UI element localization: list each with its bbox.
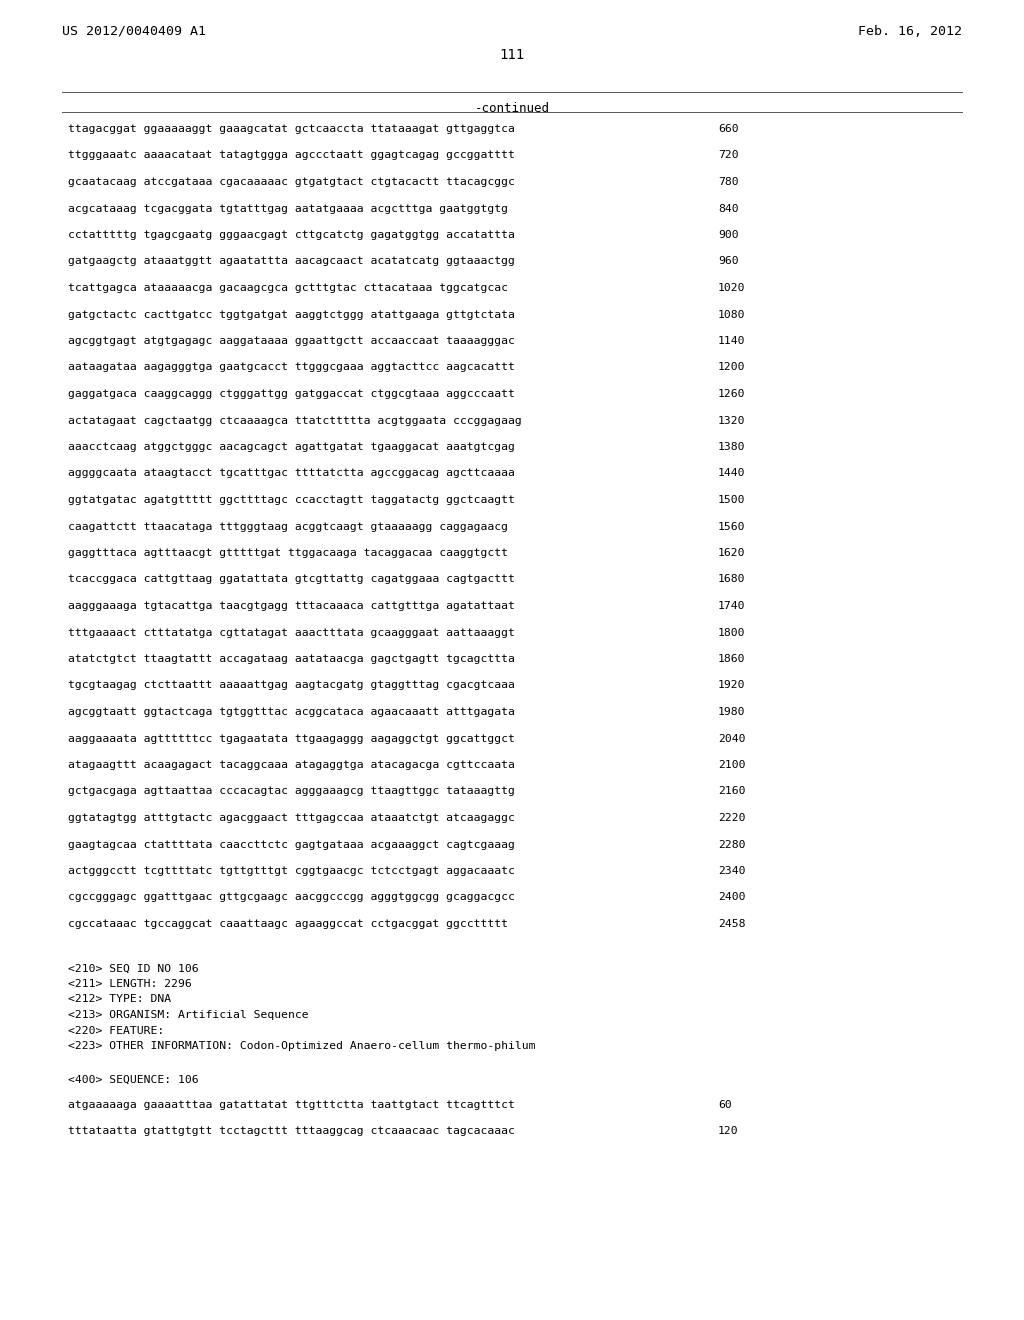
Text: 1320: 1320 bbox=[718, 416, 745, 425]
Text: -continued: -continued bbox=[474, 102, 550, 115]
Text: cgccataaac tgccaggcat caaattaagc agaaggccat cctgacggat ggccttttt: cgccataaac tgccaggcat caaattaagc agaaggc… bbox=[68, 919, 508, 929]
Text: atagaagttt acaagagact tacaggcaaa atagaggtga atacagacga cgttccaata: atagaagttt acaagagact tacaggcaaa atagagg… bbox=[68, 760, 515, 770]
Text: ttagacggat ggaaaaaggt gaaagcatat gctcaaccta ttataaagat gttgaggtca: ttagacggat ggaaaaaggt gaaagcatat gctcaac… bbox=[68, 124, 515, 135]
Text: 1020: 1020 bbox=[718, 282, 745, 293]
Text: 2280: 2280 bbox=[718, 840, 745, 850]
Text: 960: 960 bbox=[718, 256, 738, 267]
Text: 1680: 1680 bbox=[718, 574, 745, 585]
Text: ttgggaaatc aaaacataat tatagtggga agccctaatt ggagtcagag gccggatttt: ttgggaaatc aaaacataat tatagtggga agcccta… bbox=[68, 150, 515, 161]
Text: actgggcctt tcgttttatc tgttgtttgt cggtgaacgc tctcctgagt aggacaaatc: actgggcctt tcgttttatc tgttgtttgt cggtgaa… bbox=[68, 866, 515, 876]
Text: ggtatagtgg atttgtactc agacggaact tttgagccaa ataaatctgt atcaagaggc: ggtatagtgg atttgtactc agacggaact tttgagc… bbox=[68, 813, 515, 822]
Text: <213> ORGANISM: Artificial Sequence: <213> ORGANISM: Artificial Sequence bbox=[68, 1010, 308, 1020]
Text: cgccgggagc ggatttgaac gttgcgaagc aacggcccgg agggtggcgg gcaggacgcc: cgccgggagc ggatttgaac gttgcgaagc aacggcc… bbox=[68, 892, 515, 903]
Text: 111: 111 bbox=[500, 48, 524, 62]
Text: aaggaaaata agttttttcc tgagaatata ttgaagaggg aagaggctgt ggcattggct: aaggaaaata agttttttcc tgagaatata ttgaaga… bbox=[68, 734, 515, 743]
Text: 120: 120 bbox=[718, 1126, 738, 1137]
Text: US 2012/0040409 A1: US 2012/0040409 A1 bbox=[62, 25, 206, 38]
Text: 2458: 2458 bbox=[718, 919, 745, 929]
Text: Feb. 16, 2012: Feb. 16, 2012 bbox=[858, 25, 962, 38]
Text: 720: 720 bbox=[718, 150, 738, 161]
Text: agcggtaatt ggtactcaga tgtggtttac acggcataca agaacaaatt atttgagata: agcggtaatt ggtactcaga tgtggtttac acggcat… bbox=[68, 708, 515, 717]
Text: 1980: 1980 bbox=[718, 708, 745, 717]
Text: gatgaagctg ataaatggtt agaatattta aacagcaact acatatcatg ggtaaactgg: gatgaagctg ataaatggtt agaatattta aacagca… bbox=[68, 256, 515, 267]
Text: caagattctt ttaacataga tttgggtaag acggtcaagt gtaaaaagg caggagaacg: caagattctt ttaacataga tttgggtaag acggtca… bbox=[68, 521, 508, 532]
Text: tttataatta gtattgtgtt tcctagcttt tttaaggcag ctcaaacaac tagcacaaac: tttataatta gtattgtgtt tcctagcttt tttaagg… bbox=[68, 1126, 515, 1137]
Text: 1740: 1740 bbox=[718, 601, 745, 611]
Text: 2220: 2220 bbox=[718, 813, 745, 822]
Text: aggggcaata ataagtacct tgcatttgac ttttatctta agccggacag agcttcaaaa: aggggcaata ataagtacct tgcatttgac ttttatc… bbox=[68, 469, 515, 479]
Text: <223> OTHER INFORMATION: Codon-Optimized Anaero-cellum thermo-philum: <223> OTHER INFORMATION: Codon-Optimized… bbox=[68, 1041, 536, 1051]
Text: <211> LENGTH: 2296: <211> LENGTH: 2296 bbox=[68, 979, 191, 989]
Text: 1800: 1800 bbox=[718, 627, 745, 638]
Text: gaagtagcaa ctattttata caaccttctc gagtgataaa acgaaaggct cagtcgaaag: gaagtagcaa ctattttata caaccttctc gagtgat… bbox=[68, 840, 515, 850]
Text: 1440: 1440 bbox=[718, 469, 745, 479]
Text: 1500: 1500 bbox=[718, 495, 745, 506]
Text: 660: 660 bbox=[718, 124, 738, 135]
Text: 1860: 1860 bbox=[718, 653, 745, 664]
Text: atatctgtct ttaagtattt accagataag aatataacga gagctgagtt tgcagcttta: atatctgtct ttaagtattt accagataag aatataa… bbox=[68, 653, 515, 664]
Text: <212> TYPE: DNA: <212> TYPE: DNA bbox=[68, 994, 171, 1005]
Text: tcaccggaca cattgttaag ggatattata gtcgttattg cagatggaaa cagtgacttt: tcaccggaca cattgttaag ggatattata gtcgtta… bbox=[68, 574, 515, 585]
Text: acgcataaag tcgacggata tgtatttgag aatatgaaaa acgctttga gaatggtgtg: acgcataaag tcgacggata tgtatttgag aatatga… bbox=[68, 203, 508, 214]
Text: 2040: 2040 bbox=[718, 734, 745, 743]
Text: 2400: 2400 bbox=[718, 892, 745, 903]
Text: gaggtttaca agtttaacgt gtttttgat ttggacaaga tacaggacaa caaggtgctt: gaggtttaca agtttaacgt gtttttgat ttggacaa… bbox=[68, 548, 508, 558]
Text: gaggatgaca caaggcaggg ctgggattgg gatggaccat ctggcgtaaa aggcccaatt: gaggatgaca caaggcaggg ctgggattgg gatggac… bbox=[68, 389, 515, 399]
Text: 1560: 1560 bbox=[718, 521, 745, 532]
Text: 1200: 1200 bbox=[718, 363, 745, 372]
Text: 60: 60 bbox=[718, 1101, 732, 1110]
Text: aaacctcaag atggctgggc aacagcagct agattgatat tgaaggacat aaatgtcgag: aaacctcaag atggctgggc aacagcagct agattga… bbox=[68, 442, 515, 451]
Text: ggtatgatac agatgttttt ggcttttagc ccacctagtt taggatactg ggctcaagtt: ggtatgatac agatgttttt ggcttttagc ccaccta… bbox=[68, 495, 515, 506]
Text: gcaatacaag atccgataaa cgacaaaaac gtgatgtact ctgtacactt ttacagcggc: gcaatacaag atccgataaa cgacaaaaac gtgatgt… bbox=[68, 177, 515, 187]
Text: 780: 780 bbox=[718, 177, 738, 187]
Text: gatgctactc cacttgatcc tggtgatgat aaggtctggg atattgaaga gttgtctata: gatgctactc cacttgatcc tggtgatgat aaggtct… bbox=[68, 309, 515, 319]
Text: 1260: 1260 bbox=[718, 389, 745, 399]
Text: <210> SEQ ID NO 106: <210> SEQ ID NO 106 bbox=[68, 964, 199, 974]
Text: 1920: 1920 bbox=[718, 681, 745, 690]
Text: actatagaat cagctaatgg ctcaaaagca ttatcttttta acgtggaata cccggagaag: actatagaat cagctaatgg ctcaaaagca ttatctt… bbox=[68, 416, 522, 425]
Text: 2100: 2100 bbox=[718, 760, 745, 770]
Text: gctgacgaga agttaattaa cccacagtac agggaaagcg ttaagttggc tataaagttg: gctgacgaga agttaattaa cccacagtac agggaaa… bbox=[68, 787, 515, 796]
Text: tgcgtaagag ctcttaattt aaaaattgag aagtacgatg gtaggtttag cgacgtcaaa: tgcgtaagag ctcttaattt aaaaattgag aagtacg… bbox=[68, 681, 515, 690]
Text: aataagataa aagagggtga gaatgcacct ttgggcgaaa aggtacttcc aagcacattt: aataagataa aagagggtga gaatgcacct ttgggcg… bbox=[68, 363, 515, 372]
Text: tttgaaaact ctttatatga cgttatagat aaactttata gcaagggaat aattaaaggt: tttgaaaact ctttatatga cgttatagat aaacttt… bbox=[68, 627, 515, 638]
Text: <220> FEATURE:: <220> FEATURE: bbox=[68, 1026, 164, 1035]
Text: 1620: 1620 bbox=[718, 548, 745, 558]
Text: 1380: 1380 bbox=[718, 442, 745, 451]
Text: 840: 840 bbox=[718, 203, 738, 214]
Text: atgaaaaaga gaaaatttaa gatattatat ttgtttctta taattgtact ttcagtttct: atgaaaaaga gaaaatttaa gatattatat ttgtttc… bbox=[68, 1101, 515, 1110]
Text: 1080: 1080 bbox=[718, 309, 745, 319]
Text: 1140: 1140 bbox=[718, 337, 745, 346]
Text: aagggaaaga tgtacattga taacgtgagg tttacaaaca cattgtttga agatattaat: aagggaaaga tgtacattga taacgtgagg tttacaa… bbox=[68, 601, 515, 611]
Text: <400> SEQUENCE: 106: <400> SEQUENCE: 106 bbox=[68, 1074, 199, 1085]
Text: 2340: 2340 bbox=[718, 866, 745, 876]
Text: 2160: 2160 bbox=[718, 787, 745, 796]
Text: tcattgagca ataaaaacga gacaagcgca gctttgtac cttacataaa tggcatgcac: tcattgagca ataaaaacga gacaagcgca gctttgt… bbox=[68, 282, 508, 293]
Text: agcggtgagt atgtgagagc aaggataaaa ggaattgctt accaaccaat taaaagggac: agcggtgagt atgtgagagc aaggataaaa ggaattg… bbox=[68, 337, 515, 346]
Text: 900: 900 bbox=[718, 230, 738, 240]
Text: cctatttttg tgagcgaatg gggaacgagt cttgcatctg gagatggtgg accatattta: cctatttttg tgagcgaatg gggaacgagt cttgcat… bbox=[68, 230, 515, 240]
